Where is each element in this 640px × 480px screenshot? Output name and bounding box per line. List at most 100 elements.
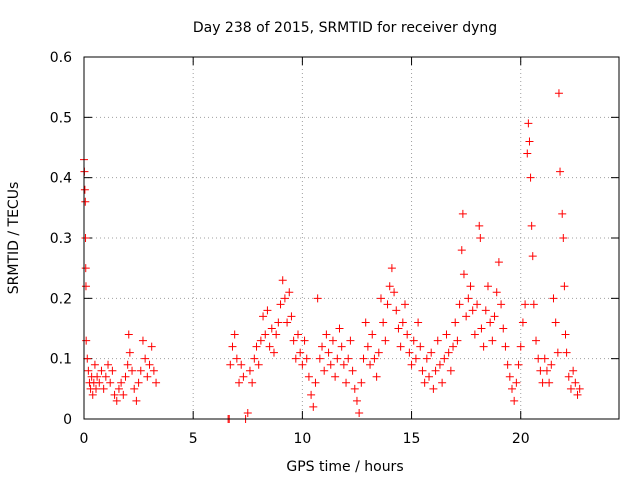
- data-point: [505, 372, 514, 381]
- y-tick-label: 0.2: [50, 291, 72, 307]
- data-point: [276, 300, 285, 309]
- data-point: [121, 372, 130, 381]
- data-point: [252, 342, 261, 351]
- data-point: [429, 384, 438, 393]
- chart-title: Day 238 of 2015, SRMTID for receiver dyn…: [193, 20, 497, 36]
- data-point: [355, 408, 364, 417]
- data-point: [370, 354, 379, 363]
- data-point: [438, 378, 447, 387]
- data-point: [379, 318, 388, 327]
- data-point: [119, 390, 128, 399]
- data-point: [458, 209, 467, 218]
- data-point: [553, 348, 562, 357]
- data-point: [374, 348, 383, 357]
- data-point: [508, 384, 516, 393]
- data-point: [518, 318, 527, 327]
- data-point: [230, 330, 239, 339]
- data-point: [269, 348, 278, 357]
- data-point: [468, 306, 477, 315]
- data-point: [372, 372, 381, 381]
- grid: [84, 57, 619, 419]
- data-point: [453, 336, 462, 345]
- data-point: [95, 378, 104, 387]
- data-point: [392, 306, 401, 315]
- data-point: [254, 360, 263, 369]
- data-point: [394, 324, 403, 333]
- data-point: [526, 173, 535, 182]
- data-point: [571, 378, 580, 387]
- data-point: [449, 342, 458, 351]
- data-point: [232, 354, 241, 363]
- data-point: [289, 336, 298, 345]
- data-point: [514, 360, 523, 369]
- data-point: [283, 318, 292, 327]
- data-point: [311, 378, 320, 387]
- data-point: [352, 396, 361, 405]
- data-point: [523, 149, 532, 158]
- data-point: [481, 306, 490, 315]
- data-point: [427, 348, 436, 357]
- data-point: [490, 312, 499, 321]
- x-tick-label: 20: [512, 431, 530, 447]
- data-point: [228, 342, 237, 351]
- data-point: [138, 336, 147, 345]
- data-point: [409, 336, 418, 345]
- data-point: [344, 354, 353, 363]
- data-point: [560, 282, 569, 291]
- data-point: [106, 378, 115, 387]
- data-point: [525, 137, 534, 146]
- data-point: [285, 288, 294, 297]
- data-point: [318, 342, 327, 351]
- data-point: [435, 360, 444, 369]
- data-point: [123, 360, 132, 369]
- data-point: [476, 234, 485, 242]
- data-point: [363, 342, 372, 351]
- data-point: [84, 366, 93, 375]
- data-point: [566, 384, 575, 393]
- data-point: [335, 324, 344, 333]
- data-point: [446, 366, 455, 375]
- data-point: [475, 221, 484, 230]
- data-point: [488, 336, 497, 345]
- data-point: [398, 318, 407, 327]
- data-point: [455, 300, 464, 309]
- data-point: [483, 282, 492, 291]
- data-point: [81, 282, 90, 291]
- data-point: [422, 354, 431, 363]
- data-point: [559, 234, 568, 242]
- data-point: [136, 366, 145, 375]
- data-point: [315, 354, 324, 363]
- data-point: [521, 300, 530, 309]
- y-tick-label: 0.3: [50, 231, 72, 247]
- plot-frame: [83, 56, 620, 420]
- data-point: [564, 372, 573, 381]
- data-point: [328, 336, 337, 345]
- data-point: [499, 324, 508, 333]
- data-point: [350, 384, 359, 393]
- data-point: [554, 89, 563, 98]
- data-point: [108, 366, 117, 375]
- data-point: [132, 396, 141, 405]
- data-point: [366, 360, 375, 369]
- data-point: [524, 119, 533, 128]
- data-point: [346, 336, 355, 345]
- data-point: [403, 330, 412, 339]
- data-point: [492, 288, 501, 297]
- data-point: [112, 396, 121, 405]
- data-point: [381, 336, 390, 345]
- data-point: [307, 390, 316, 399]
- data-point: [324, 348, 333, 357]
- data-point: [298, 360, 307, 369]
- data-point: [444, 348, 453, 357]
- data-point: [99, 384, 108, 393]
- data-point: [90, 360, 99, 369]
- data-point: [263, 306, 272, 315]
- data-point: [300, 336, 309, 345]
- data-point: [149, 366, 158, 375]
- data-point: [81, 264, 90, 273]
- data-point: [510, 396, 519, 405]
- data-point: [326, 360, 335, 369]
- data-point: [309, 402, 318, 411]
- data-point: [110, 390, 119, 399]
